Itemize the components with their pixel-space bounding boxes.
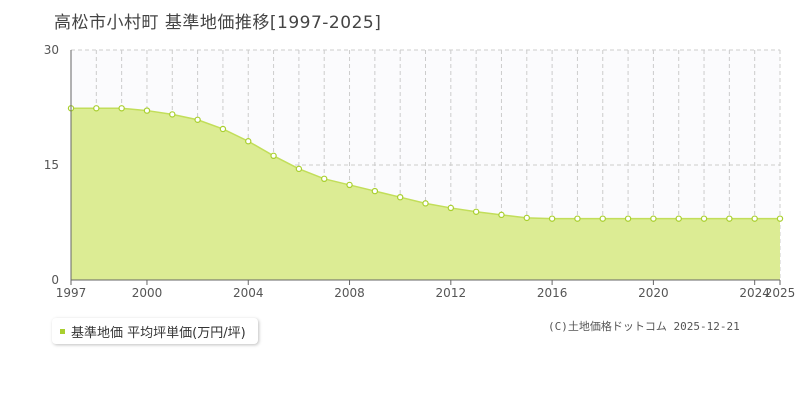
x-tick-2000: 2000 — [132, 286, 163, 300]
x-tick-2025: 2025 — [765, 286, 796, 300]
data-point-2025 — [776, 215, 784, 222]
data-point-2007 — [321, 175, 328, 182]
data-point-1999 — [118, 105, 125, 112]
copyright-credit: (C)土地価格ドットコム 2025-12-21 — [548, 320, 740, 333]
data-point-2009 — [371, 187, 379, 195]
legend-marker — [60, 328, 65, 334]
legend-label: 基準地価 平均坪単価(万円/坪) — [71, 325, 246, 341]
y-tick-30: 30 — [44, 43, 59, 57]
data-point-2024 — [751, 215, 758, 222]
x-tick-2020: 2020 — [638, 286, 669, 300]
data-point-2005 — [270, 152, 277, 159]
data-point-2017 — [574, 215, 581, 222]
data-point-2011 — [422, 200, 429, 207]
data-point-2019 — [624, 215, 632, 222]
x-tick-2008: 2008 — [334, 286, 365, 300]
data-point-2016 — [548, 215, 556, 222]
legend: 基準地価 平均坪単価(万円/坪) — [52, 318, 258, 344]
data-point-2010 — [396, 193, 404, 201]
y-tick-labels: 0 15 30 — [44, 43, 59, 287]
y-tick-15: 15 — [44, 158, 59, 172]
data-point-2022 — [700, 215, 708, 222]
data-point-2004 — [245, 138, 252, 145]
horizontal-gridlines — [71, 49, 780, 166]
x-tick-2024: 2024 — [739, 286, 770, 300]
data-point-2002 — [194, 116, 201, 123]
data-point-2008 — [346, 181, 353, 189]
data-point-2020 — [650, 215, 657, 222]
y-tick-0: 0 — [51, 273, 59, 287]
data-point-2001 — [169, 111, 176, 118]
data-point-1998 — [93, 105, 100, 112]
x-tick-2012: 2012 — [436, 286, 467, 300]
x-tick-2004: 2004 — [233, 286, 264, 300]
price-area-fill — [71, 108, 780, 281]
data-point-2000 — [143, 107, 151, 114]
data-point-2014 — [498, 211, 505, 219]
data-point-2018 — [599, 215, 606, 222]
data-point-2013 — [472, 208, 480, 215]
chart-title: 高松市小村町 基準地価推移[1997-2025] — [54, 13, 382, 33]
data-point-2003 — [219, 125, 227, 133]
data-point-2006 — [295, 165, 303, 173]
x-tick-2016: 2016 — [537, 286, 568, 300]
data-point-2012 — [447, 204, 455, 212]
x-tick-1997: 1997 — [56, 286, 87, 300]
data-point-2015 — [523, 214, 530, 222]
data-point-2023 — [726, 215, 733, 222]
data-point-2021 — [675, 215, 682, 222]
